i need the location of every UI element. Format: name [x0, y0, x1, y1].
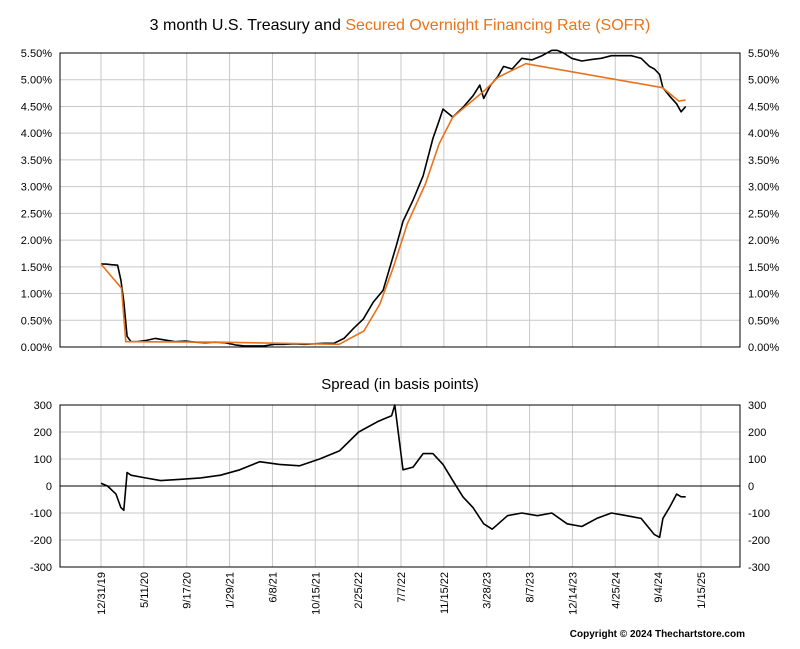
top-series-group	[100, 49, 687, 347]
top-y-tick-label-right: 2.50%	[748, 208, 779, 220]
top-y-tick-label-left: 0.50%	[21, 315, 52, 327]
top-y-tick-label-right: 5.50%	[748, 48, 779, 60]
top-y-tick-label-right: 4.50%	[748, 101, 779, 113]
top-y-tick-label-left: 2.00%	[21, 235, 52, 247]
x-tick-label: 3/28/23	[482, 572, 494, 609]
sofr-series-line	[100, 62, 686, 346]
top-chart-title: 3 month U.S. Treasury and Secured Overni…	[150, 17, 651, 34]
x-tick-label: 5/11/20	[139, 572, 151, 608]
top-plot-frame	[59, 52, 741, 348]
x-tick-label: 7/7/22	[396, 572, 408, 603]
top-y-tick-label-right: 0.00%	[748, 342, 779, 354]
top-y-tick-label-right: 5.00%	[748, 75, 779, 87]
x-tick-label: 12/31/19	[96, 572, 108, 615]
bottom-y-tick-label-left: 0	[46, 481, 52, 493]
x-tick-label: 9/17/20	[182, 572, 194, 609]
title-part-sofr: Secured Overnight Financing Rate (SOFR)	[345, 17, 650, 34]
top-y-tick-label-right: 1.50%	[748, 262, 779, 274]
top-y-tick-label-right: 3.50%	[748, 155, 779, 167]
x-tick-label: 1/15/25	[696, 572, 708, 609]
top-y-tick-label-left: 5.00%	[21, 75, 52, 87]
top-y-tick-label-right: 1.00%	[748, 289, 779, 301]
bottom-y-tick-label-left: -300	[30, 562, 52, 574]
top-y-tick-label-left: 0.00%	[21, 342, 52, 354]
x-tick-label: 9/4/24	[653, 572, 665, 603]
bottom-chart-title: Spread (in basis points)	[321, 376, 479, 393]
x-tick-label: 8/7/23	[525, 572, 537, 603]
bottom-gridlines	[60, 404, 740, 568]
bottom-y-tick-label-right: 100	[748, 454, 766, 466]
x-tick-label: 12/14/23	[567, 572, 579, 615]
bottom-y-tick-labels: -300 -300 -200 -200 -100 -100 0 0 100 100 200 200 30…	[30, 400, 770, 574]
top-y-tick-labels: 0.00% 0.00% 0.50% 0.50% 1.00% 1.00% 1.50% 1.50%…	[21, 48, 780, 354]
top-y-tick-label-right: 4.00%	[748, 128, 779, 140]
bottom-y-tick-label-left: 200	[34, 427, 52, 439]
bottom-y-tick-label-right: -100	[748, 508, 770, 520]
top-y-tick-label-left: 3.50%	[21, 155, 52, 167]
title-part-treasury: 3 month U.S. Treasury and	[150, 17, 346, 34]
spread-series-line	[100, 404, 686, 539]
x-tick-label: 2/25/22	[353, 572, 365, 609]
x-tick-label: 1/29/21	[225, 572, 237, 609]
top-y-tick-label-left: 5.50%	[21, 48, 52, 60]
top-y-tick-label-left: 4.50%	[21, 101, 52, 113]
treasury-series-line	[101, 49, 687, 347]
bottom-y-tick-label-right: -300	[748, 562, 770, 574]
x-tick-label: 11/15/22	[439, 572, 451, 614]
bottom-y-tick-label-left: -100	[30, 508, 52, 520]
top-y-tick-label-left: 2.50%	[21, 208, 52, 220]
x-tick-label: 4/25/24	[610, 572, 622, 609]
top-y-tick-label-left: 1.00%	[21, 289, 52, 301]
bottom-y-tick-label-right: 200	[748, 427, 766, 439]
bottom-y-tick-label-right: 300	[748, 400, 766, 412]
x-tick-labels: 12/31/19 5/11/20 9/17/20 1/29/21 6/8/21 10/15…	[96, 572, 708, 615]
bottom-y-tick-label-left: -200	[30, 535, 52, 547]
bottom-y-tick-label-right: -200	[748, 535, 770, 547]
x-tick-label: 6/8/21	[267, 572, 279, 603]
top-y-tick-label-right: 2.00%	[748, 235, 779, 247]
bottom-y-tick-label-left: 300	[34, 400, 52, 412]
bottom-y-tick-label-right: 0	[748, 481, 754, 493]
top-y-tick-label-left: 4.00%	[21, 128, 52, 140]
top-y-tick-label-right: 0.50%	[748, 315, 779, 327]
bottom-series-group	[100, 404, 686, 539]
x-tick-label: 10/15/21	[310, 572, 322, 615]
bottom-plot-frame	[59, 404, 741, 568]
bottom-y-tick-label-left: 100	[34, 454, 52, 466]
top-y-tick-label-left: 1.50%	[21, 262, 52, 274]
top-y-tick-label-right: 3.00%	[748, 182, 779, 194]
top-y-tick-label-left: 3.00%	[21, 182, 52, 194]
copyright-text: Copyright © 2024 Thechartstore.com	[570, 629, 745, 640]
top-gridlines	[60, 52, 740, 348]
